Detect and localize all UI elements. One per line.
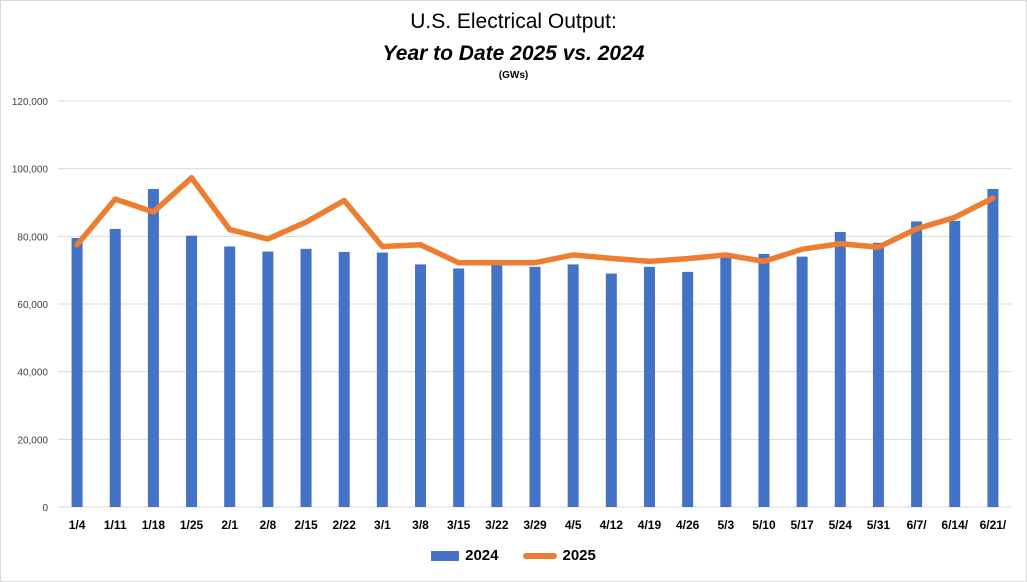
x-tick-label: 3/29 [523,518,547,532]
legend-swatch-2024 [431,550,460,561]
bar-2024 [453,268,465,507]
x-tick-label: 1/11 [104,518,127,532]
bar-2024 [71,238,83,507]
bar-2024 [415,264,427,507]
y-tick-label: 60,000 [17,300,48,311]
bar-2024 [376,252,388,507]
x-tick-label: 4/12 [600,518,624,532]
bar-2024 [529,266,541,507]
y-tick-label: 40,000 [17,368,48,379]
x-tick-label: 4/26 [676,518,700,532]
chart-title: U.S. Electrical Output: [410,10,617,33]
x-tick-label: 5/17 [790,518,814,532]
bar-2024 [720,257,732,507]
x-tick-label: 2/22 [333,518,357,532]
x-tick-label: 5/10 [752,518,776,532]
line-2025 [74,175,996,266]
legend-label-2025: 2025 [562,547,596,564]
bar-2024 [643,266,655,507]
legend-swatch-2025 [522,552,557,559]
bar-2024 [224,246,236,507]
x-tick-label: 5/3 [717,518,734,532]
bar-2024 [911,221,923,508]
y-tick-label: 100,000 [12,165,49,176]
bar-2024 [186,235,198,507]
x-tick-label: 5/24 [829,518,853,532]
x-tick-label: 6/7/ [907,518,928,532]
bar-2024 [834,231,846,507]
x-tick-label: 6/14/ [941,518,968,532]
x-tick-label: 3/22 [485,518,509,532]
bar-2024 [605,273,617,507]
bar-2024 [491,264,503,507]
x-tick-label: 1/18 [142,518,166,532]
chart-subtitle: Year to Date 2025 vs. 2024 [382,42,645,65]
y-tick-label: 80,000 [17,232,48,243]
x-tick-label: 2/8 [260,518,277,532]
x-tick-label: 1/25 [180,518,204,532]
x-tick-label: 5/31 [867,518,891,532]
bar-2024 [758,253,770,507]
bar-2024 [109,228,121,507]
bar-2024 [338,251,350,507]
bar-2024 [872,242,884,508]
x-tick-label: 6/21/ [980,518,1007,532]
x-tick-label: 2/1 [221,518,238,532]
x-tick-label: 2/15 [294,518,318,532]
x-tick-label: 3/15 [447,518,471,532]
bar-2024 [987,188,999,507]
bar-2024 [949,220,961,507]
chart-unit: (GWs) [498,70,529,81]
legend-label-2024: 2024 [465,547,499,564]
x-tick-label: 4/19 [638,518,662,532]
bar-2024 [262,251,274,507]
bar-2024 [300,248,312,507]
x-tick-label: 3/8 [412,518,429,532]
x-tick-label: 3/1 [374,518,391,532]
y-tick-label: 0 [42,503,48,514]
y-tick-label: 120,000 [12,97,49,108]
chart-legend: 2024 2025 [0,547,1027,564]
bar-2024 [147,188,159,507]
bar-2024 [682,271,694,507]
legend-item-2025: 2025 [522,547,596,564]
bar-2024 [796,256,808,507]
x-tick-label: 4/5 [565,518,582,532]
legend-item-2024: 2024 [431,547,499,564]
y-tick-label: 20,000 [17,435,48,446]
bar-2024 [567,264,579,507]
x-tick-label: 1/4 [69,518,86,532]
